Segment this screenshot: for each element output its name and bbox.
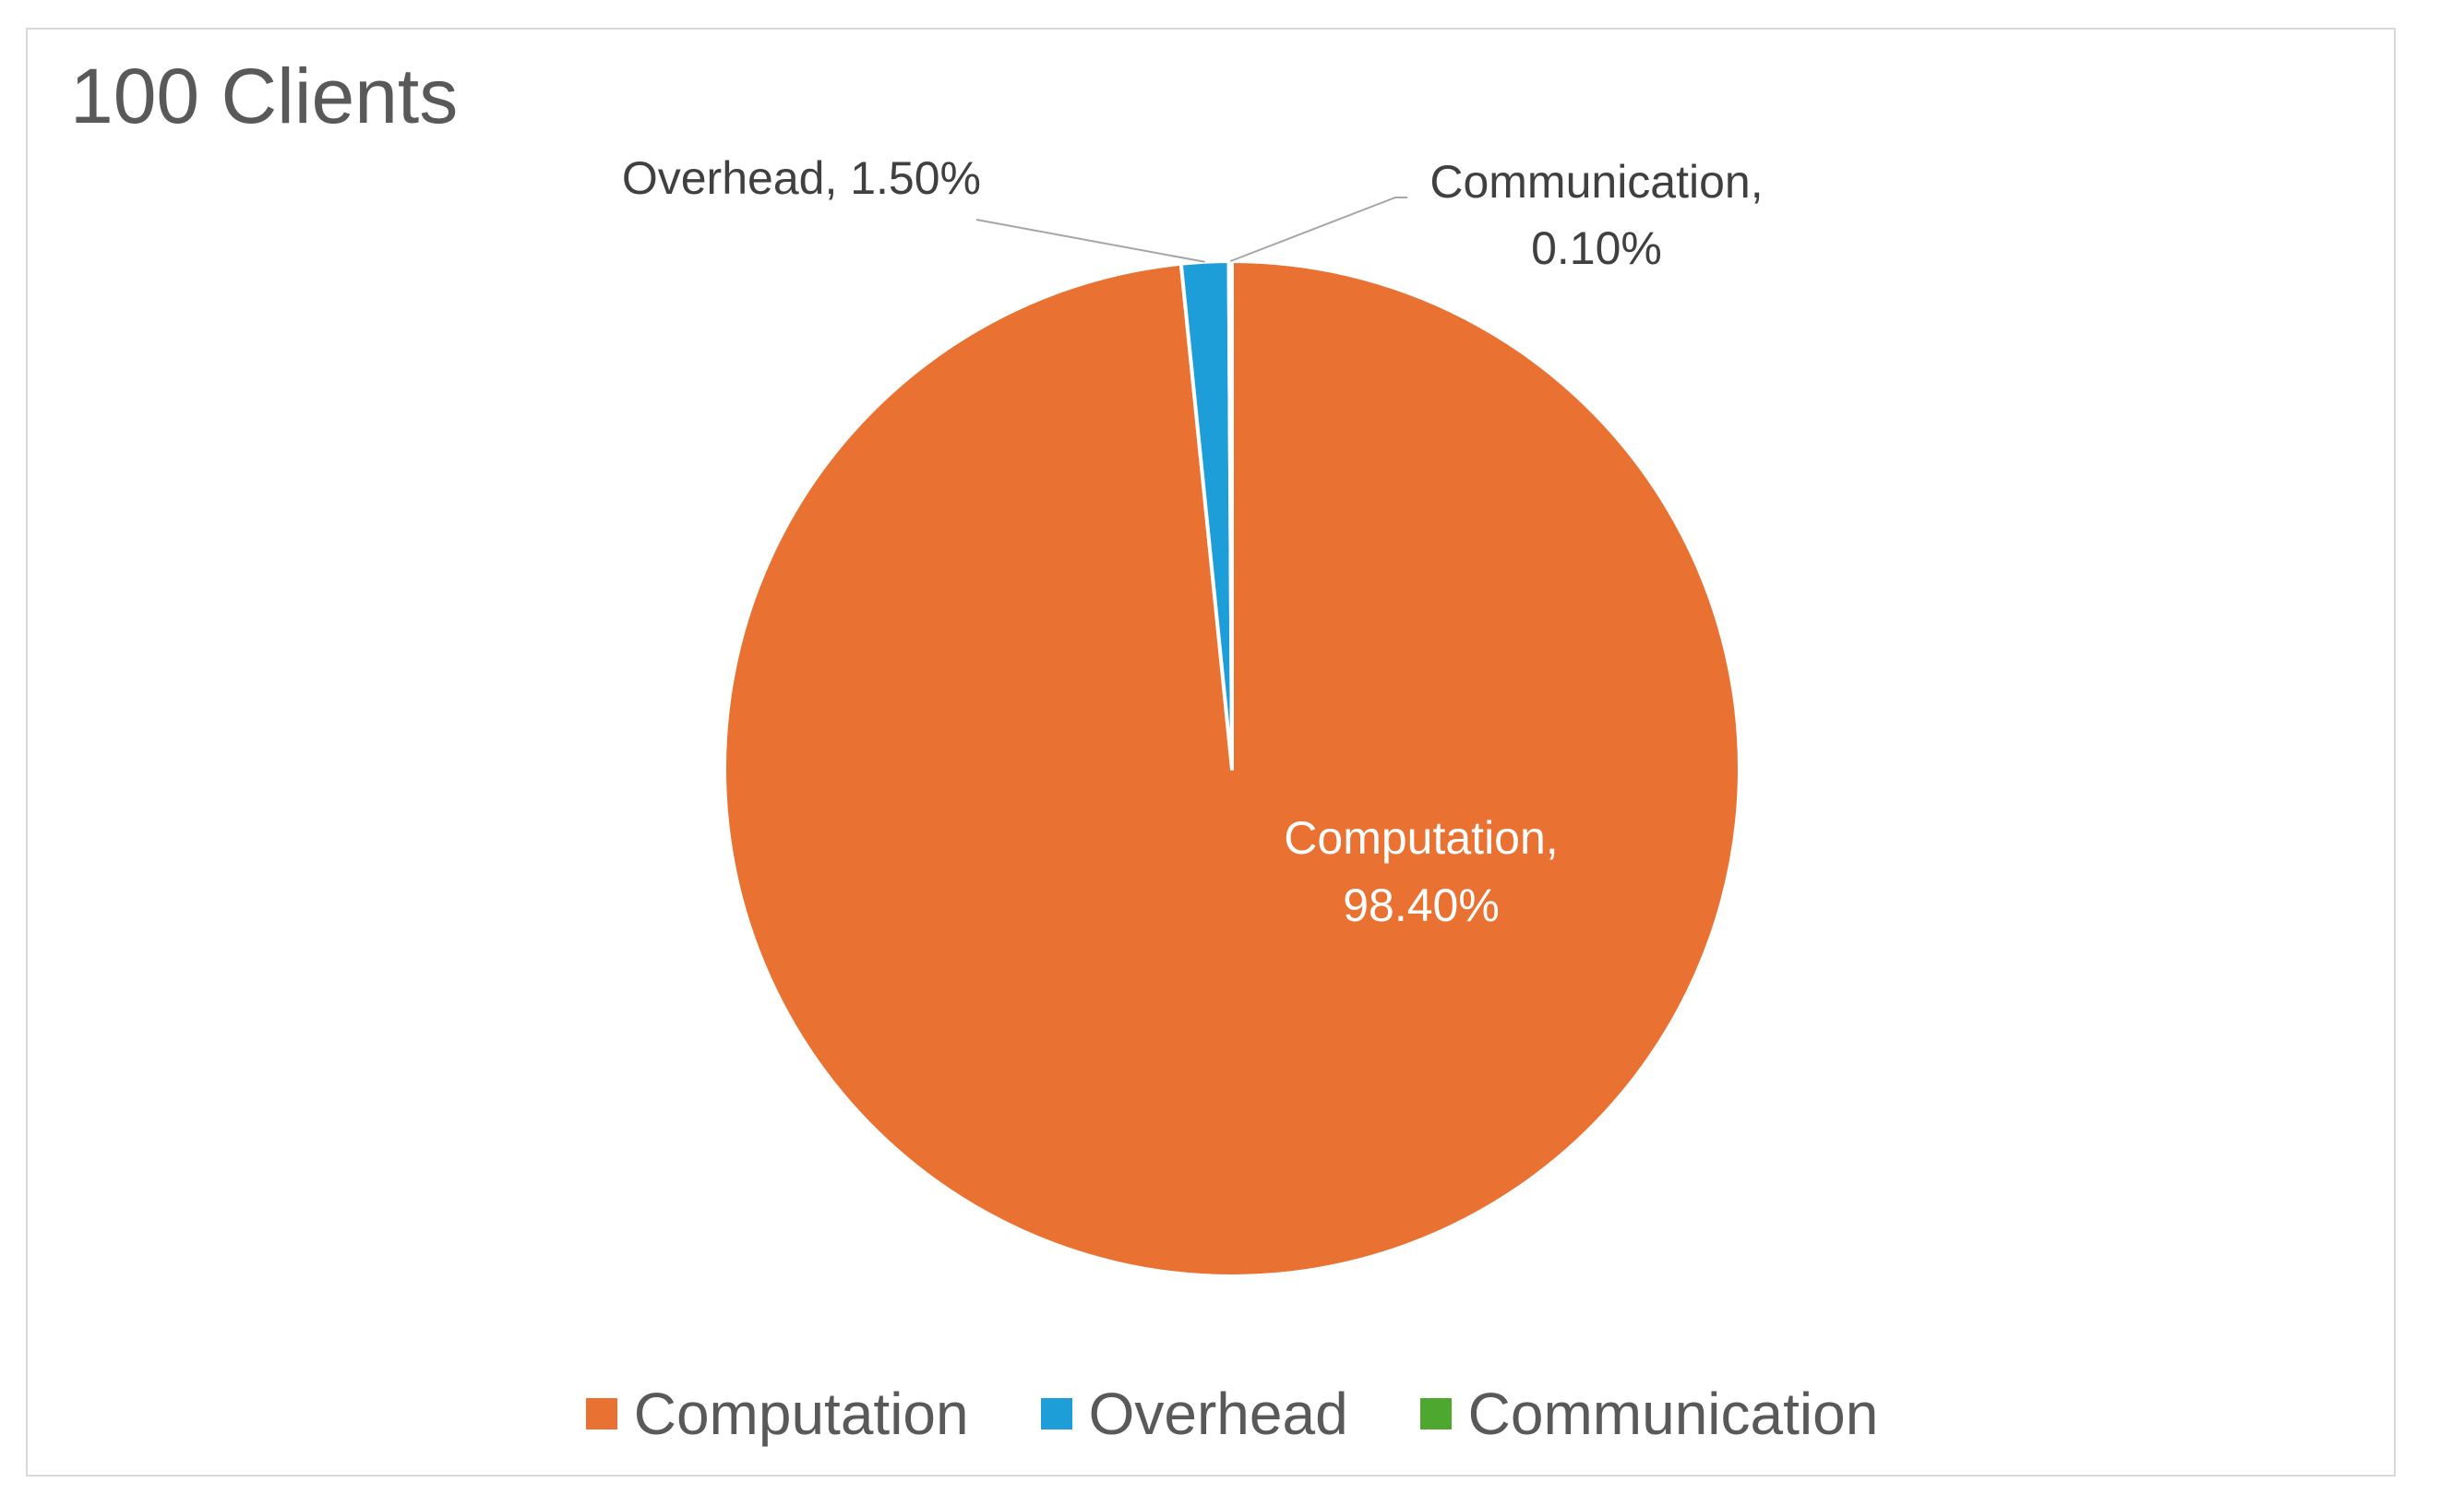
legend-swatch-computation [585,1398,617,1429]
legend: Computation Overhead Communication [0,1384,2464,1443]
legend-item-communication: Communication [1419,1381,1879,1447]
leader-line-overhead [975,219,1205,263]
legend-label-communication: Communication [1467,1381,1879,1447]
leader-lines [975,197,1407,263]
legend-label-computation: Computation [633,1381,969,1447]
chart-title: 100 Clients [70,53,459,139]
data-label-communication-name: Communication, [1429,156,1763,208]
data-label-computation-name: Computation, [1284,812,1558,864]
data-label-communication-value: 0.10% [1531,222,1662,274]
pie-slices [723,259,1741,1278]
legend-swatch-communication [1419,1398,1452,1429]
data-label-computation-value: 98.40% [1343,879,1500,931]
data-label-overhead: Overhead, 1.50% [622,152,981,204]
legend-item-overhead: Overhead [1040,1381,1348,1447]
legend-label-overhead: Overhead [1088,1381,1348,1447]
legend-item-computation: Computation [585,1381,969,1447]
leader-line-communication [1229,197,1407,262]
legend-swatch-overhead [1040,1398,1072,1429]
